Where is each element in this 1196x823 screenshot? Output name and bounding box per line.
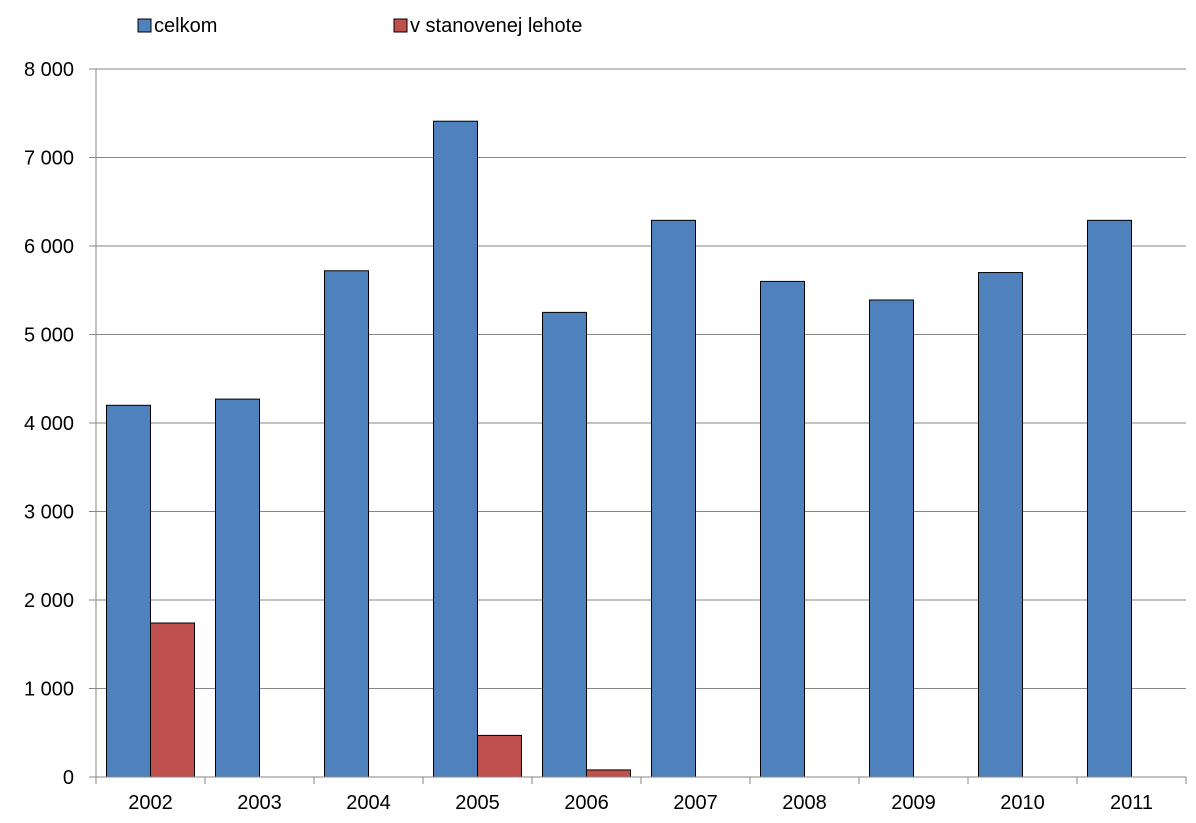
bar-celkom-2010: [978, 272, 1023, 778]
bar-v-stanovenej-lehote-2006: [586, 769, 631, 778]
y-tick-label: 1 000: [24, 679, 74, 701]
y-tick-label: 8 000: [24, 59, 74, 81]
bar-celkom-2009: [869, 299, 914, 778]
y-tick-label: 0: [63, 767, 74, 789]
legend-label: v stanovenej lehote: [410, 15, 582, 37]
x-tick-labels: 2002 2003 2004 2005 2006 2007 2008 2009 2010 2011: [128, 792, 1153, 814]
bar-celkom-2003: [215, 398, 260, 778]
bar-celkom-2004: [324, 270, 369, 778]
y-tick-label: 4 000: [24, 413, 74, 435]
legend-swatch: [393, 18, 408, 33]
y-tick-label: 6 000: [24, 236, 74, 258]
x-tick-label: 2007: [673, 792, 718, 814]
bar-celkom-2005: [433, 120, 478, 778]
bar-v-stanovenej-lehote-2002: [150, 622, 195, 778]
x-tick-label: 2008: [782, 792, 827, 814]
bar-celkom-2006: [542, 311, 587, 778]
bar-celkom-2002: [106, 404, 151, 778]
x-tick-label: 2004: [346, 792, 391, 814]
y-tick-labels: 0 1 000 2 000 3 000 4 000 5 000 6 000 7 000 8 00…: [24, 59, 74, 789]
legend-swatch: [137, 18, 152, 33]
axes: [95, 69, 1187, 784]
y-tick-label: 2 000: [24, 590, 74, 612]
bar-v-stanovenej-lehote-2005: [477, 734, 522, 778]
x-tick-label: 2010: [1000, 792, 1045, 814]
x-tick-label: 2002: [128, 792, 173, 814]
x-tick-label: 2011: [1110, 792, 1153, 814]
bar-celkom-2007: [651, 219, 696, 778]
bar-celkom-2008: [760, 280, 805, 778]
legend-label: celkom: [154, 15, 217, 37]
x-tick-label: 2006: [564, 792, 609, 814]
y-tick-label: 5 000: [24, 325, 74, 347]
x-tick-label: 2003: [237, 792, 282, 814]
bar-celkom-2011: [1087, 219, 1132, 778]
legend: celkom v stanovenej lehote: [137, 15, 582, 37]
bars: [106, 120, 1132, 778]
x-tick-label: 2005: [455, 792, 500, 814]
y-tick-label: 3 000: [24, 502, 74, 524]
y-tick-label: 7 000: [24, 148, 74, 170]
x-tick-label: 2009: [891, 792, 936, 814]
